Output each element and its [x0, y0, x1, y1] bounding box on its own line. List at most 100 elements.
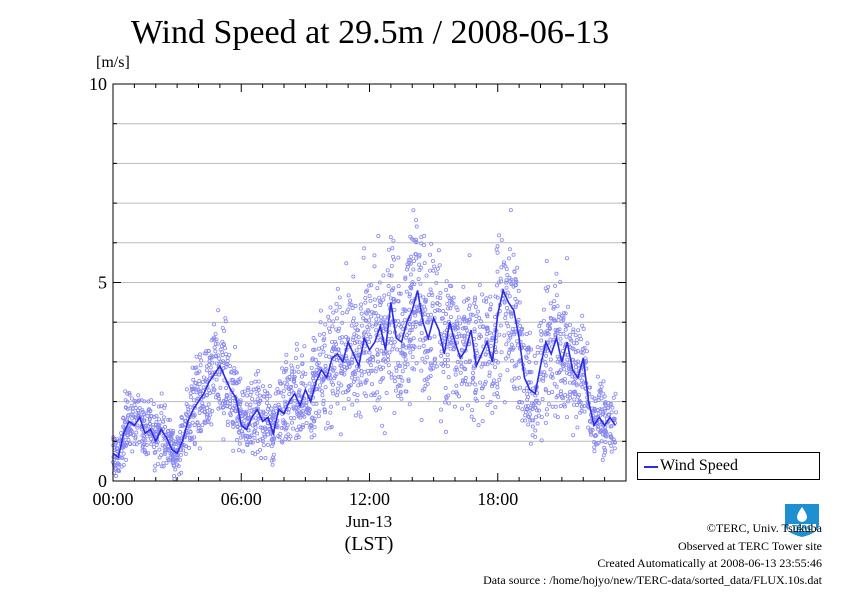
scatter-point	[477, 282, 482, 287]
scatter-point	[407, 322, 412, 327]
scatter-point	[165, 456, 170, 461]
scatter-point	[411, 336, 416, 341]
scatter-point	[378, 379, 383, 384]
scatter-point	[488, 307, 493, 312]
scatter-point	[489, 338, 494, 343]
scatter-point	[204, 406, 209, 411]
scatter-point	[517, 300, 522, 305]
scatter-point	[289, 372, 294, 377]
scatter-point	[444, 395, 449, 400]
scatter-point	[367, 322, 372, 327]
scatter-point	[154, 420, 159, 425]
scatter-point	[331, 368, 336, 373]
scatter-point	[140, 408, 145, 413]
scatter-point	[283, 399, 288, 404]
scatter-point	[311, 373, 316, 378]
scatter-point	[363, 350, 368, 355]
scatter-point	[154, 429, 159, 434]
scatter-point	[327, 354, 332, 359]
scatter-point	[555, 370, 560, 375]
scatter-point	[389, 336, 394, 341]
scatter-point	[528, 418, 533, 423]
scatter-point	[218, 405, 223, 410]
scatter-point	[221, 437, 226, 442]
scatter-point	[281, 388, 286, 393]
scatter-point	[223, 399, 228, 404]
scatter-point	[348, 298, 353, 303]
scatter-point	[282, 419, 287, 424]
scatter-point	[495, 385, 500, 390]
scatter-point	[400, 342, 405, 347]
scatter-point	[216, 406, 221, 411]
scatter-point	[269, 406, 274, 411]
scatter-point	[478, 380, 483, 385]
scatter-point	[459, 333, 464, 338]
scatter-point	[424, 348, 429, 353]
scatter-point	[188, 429, 193, 434]
scatter-point	[296, 435, 301, 440]
scatter-point	[396, 284, 401, 289]
scatter-point	[320, 393, 325, 398]
scatter-point	[197, 355, 202, 360]
scatter-point	[389, 375, 394, 380]
scatter-point	[485, 403, 490, 408]
scatter-point	[484, 326, 489, 331]
scatter-point	[346, 307, 351, 312]
scatter-point	[294, 341, 299, 346]
scatter-point	[163, 424, 168, 429]
scatter-point	[294, 347, 299, 352]
scatter-point	[600, 457, 605, 462]
scatter-point	[525, 370, 530, 375]
scatter-point	[262, 394, 267, 399]
scatter-point	[505, 305, 510, 310]
scatter-point	[338, 432, 343, 437]
scatter-point	[562, 367, 567, 372]
scatter-point	[353, 368, 358, 373]
scatter-point	[217, 372, 222, 377]
scatter-point	[423, 337, 428, 342]
scatter-point	[256, 379, 261, 384]
scatter-point	[425, 355, 430, 360]
scatter-point	[120, 455, 125, 460]
scatter-point	[296, 369, 301, 374]
scatter-point	[441, 308, 446, 313]
scatter-point	[390, 288, 395, 293]
scatter-point	[256, 369, 261, 374]
scatter-point	[396, 319, 401, 324]
scatter-point	[373, 303, 378, 308]
scatter-point	[504, 342, 509, 347]
scatter-point	[593, 399, 598, 404]
scatter-point	[504, 278, 509, 283]
scatter-point	[216, 393, 221, 398]
scatter-point	[213, 341, 218, 346]
scatter-point	[470, 376, 475, 381]
scatter-point	[193, 380, 198, 385]
scatter-point	[147, 416, 152, 421]
scatter-point	[555, 304, 560, 309]
scatter-point	[353, 413, 358, 418]
scatter-point	[237, 441, 242, 446]
scatter-point	[228, 394, 233, 399]
scatter-point	[191, 389, 196, 394]
scatter-point	[295, 428, 300, 433]
scatter-point	[351, 379, 356, 384]
scatter-point	[399, 396, 404, 401]
scatter-point	[430, 301, 435, 306]
scatter-point	[463, 367, 468, 372]
scatter-point	[435, 307, 440, 312]
scatter-point	[385, 268, 390, 273]
scatter-point	[444, 287, 449, 292]
scatter-point	[434, 364, 439, 369]
scatter-point	[196, 429, 201, 434]
scatter-point	[508, 333, 513, 338]
scatter-point	[143, 411, 148, 416]
scatter-point	[331, 310, 336, 315]
scatter-point	[191, 413, 196, 418]
scatter-point	[390, 246, 395, 251]
scatter-point	[242, 418, 247, 423]
scatter-point	[344, 261, 349, 266]
scatter-point	[487, 370, 492, 375]
scatter-point	[411, 208, 416, 213]
scatter-point	[512, 376, 517, 381]
scatter-point	[121, 415, 126, 420]
